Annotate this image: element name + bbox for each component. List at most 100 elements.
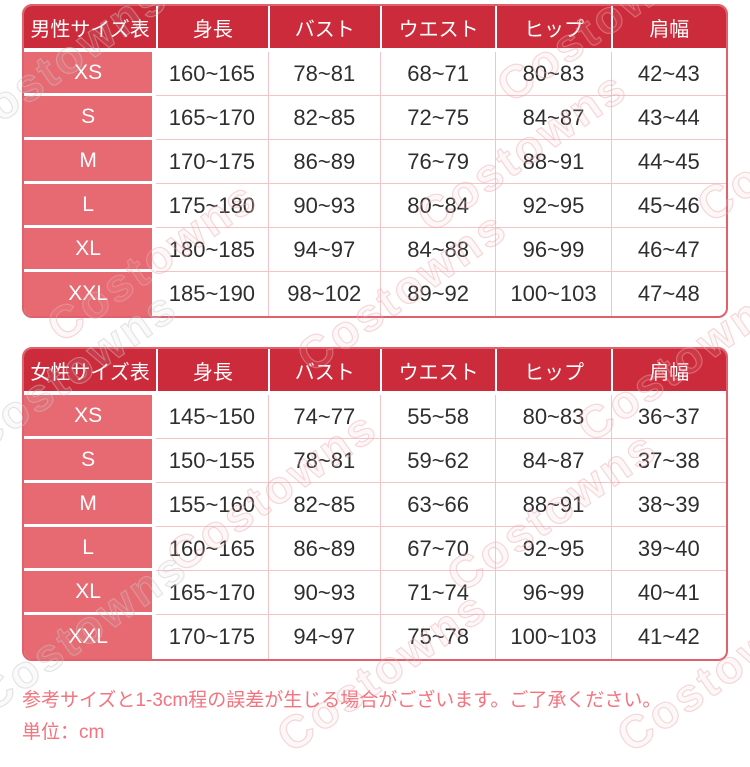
table-header-row: 女性サイズ表 身長 バスト ウエスト ヒップ 肩幅 — [24, 349, 726, 391]
value-cell: 89~92 — [379, 272, 495, 316]
value-cell: 63~66 — [379, 483, 496, 527]
womens-size-table: 女性サイズ表 身長 バスト ウエスト ヒップ 肩幅 XS 145~150 74~77 55~58 8… — [22, 347, 728, 661]
table-row: XL 180~185 94~97 84~88 96~99 46~47 — [24, 228, 726, 272]
value-cell: 68~71 — [379, 52, 496, 96]
value-cell: 100~103 — [495, 615, 610, 659]
size-label-cell: XL — [24, 571, 157, 615]
table-row: L 160~165 86~89 67~70 92~95 39~40 — [24, 527, 726, 571]
value-cell: 72~75 — [379, 96, 496, 140]
value-cell: 43~44 — [610, 96, 726, 140]
size-label-cell: XL — [24, 228, 157, 272]
value-cell: 96~99 — [495, 228, 611, 272]
column-header-cell: 肩幅 — [610, 6, 726, 48]
value-cell: 55~58 — [379, 395, 496, 439]
value-cell: 94~97 — [267, 228, 380, 272]
table-row: S 150~155 78~81 59~62 84~87 37~38 — [24, 439, 726, 483]
table-title-cell: 男性サイズ表 — [30, 18, 150, 41]
column-header-cell: ウエスト — [379, 6, 495, 48]
value-cell: 90~93 — [267, 184, 380, 228]
value-cell: 67~70 — [379, 527, 496, 571]
table-row: L 175~180 90~93 80~84 92~95 45~46 — [24, 184, 726, 228]
column-header-cell: 身長 — [156, 349, 267, 391]
value-cell: 150~155 — [156, 439, 268, 483]
value-cell: 71~74 — [379, 571, 496, 615]
value-cell: 96~99 — [495, 571, 611, 615]
value-cell: 36~37 — [610, 395, 726, 439]
size-label-cell: M — [24, 140, 157, 184]
value-cell: 98~102 — [267, 272, 380, 316]
value-cell: 80~83 — [495, 52, 611, 96]
value-cell: 88~91 — [495, 483, 611, 527]
value-cell: 94~97 — [267, 615, 380, 659]
value-cell: 78~81 — [267, 52, 380, 96]
value-cell: 84~88 — [379, 228, 496, 272]
size-label-cell: S — [24, 96, 157, 140]
value-cell: 39~40 — [610, 527, 726, 571]
table-row: XS 145~150 74~77 55~58 80~83 36~37 — [24, 395, 726, 439]
value-cell: 38~39 — [610, 483, 726, 527]
value-cell: 41~42 — [610, 615, 726, 659]
value-cell: 84~87 — [495, 96, 611, 140]
mens-size-table: 男性サイズ表 身長 バスト ウエスト ヒップ 肩幅 XS 160~165 78~81 68~71 8… — [22, 4, 728, 318]
size-label-cell: XS — [24, 52, 157, 96]
value-cell: 75~78 — [379, 615, 495, 659]
column-header-cell: ヒップ — [495, 6, 610, 48]
table-row: XXL 185~190 98~102 89~92 100~103 47~48 — [24, 272, 726, 316]
unit-note: 単位：cm — [22, 722, 105, 744]
value-cell: 160~165 — [156, 52, 268, 96]
table-body: XS 160~165 78~81 68~71 80~83 42~43 S 165~170 82~… — [24, 52, 726, 316]
value-cell: 40~41 — [610, 571, 726, 615]
value-cell: 78~81 — [267, 439, 380, 483]
value-cell: 185~190 — [168, 281, 256, 306]
size-label-cell: L — [24, 184, 157, 228]
value-cell: 86~89 — [267, 140, 380, 184]
size-label-cell: S — [24, 439, 157, 483]
column-header-cell: 身長 — [156, 6, 267, 48]
table-row: XS 160~165 78~81 68~71 80~83 42~43 — [24, 52, 726, 96]
value-cell: 175~180 — [156, 184, 268, 228]
value-cell: 90~93 — [267, 571, 380, 615]
table-row: XXL 170~175 94~97 75~78 100~103 41~42 — [24, 615, 726, 659]
table-row: M 155~160 82~85 63~66 88~91 38~39 — [24, 483, 726, 527]
size-disclaimer: 参考サイズと1-3cm程の誤差が生じる場合がございます。ご了承ください。 — [22, 690, 662, 711]
value-cell: 92~95 — [495, 527, 611, 571]
table-row: XL 165~170 90~93 71~74 96~99 40~41 — [24, 571, 726, 615]
value-cell: 170~175 — [168, 624, 256, 649]
size-label-cell: XS — [24, 395, 157, 439]
column-header-cell: 肩幅 — [610, 349, 726, 391]
value-cell: 76~79 — [379, 140, 496, 184]
value-cell: 45~46 — [610, 184, 726, 228]
size-label-cell: L — [24, 527, 157, 571]
value-cell: 180~185 — [156, 228, 268, 272]
value-cell: 86~89 — [267, 527, 380, 571]
value-cell: 47~48 — [610, 272, 726, 316]
value-cell: 59~62 — [379, 439, 496, 483]
value-cell: 74~77 — [267, 395, 380, 439]
value-cell: 37~38 — [610, 439, 726, 483]
column-header-cell: ヒップ — [495, 349, 610, 391]
value-cell: 82~85 — [267, 483, 380, 527]
column-header-cell: ウエスト — [379, 349, 495, 391]
value-cell: 82~85 — [267, 96, 380, 140]
value-cell: 92~95 — [495, 184, 611, 228]
value-cell: 84~87 — [495, 439, 611, 483]
value-cell: 88~91 — [495, 140, 611, 184]
value-cell: 160~165 — [156, 527, 268, 571]
value-cell: 44~45 — [610, 140, 726, 184]
value-cell: 170~175 — [156, 140, 268, 184]
value-cell: 165~170 — [156, 96, 268, 140]
table-body: XS 145~150 74~77 55~58 80~83 36~37 S 150~155 78~… — [24, 395, 726, 659]
column-header-cell: バスト — [267, 349, 380, 391]
table-row: S 165~170 82~85 72~75 84~87 43~44 — [24, 96, 726, 140]
table-header-row: 男性サイズ表 身長 バスト ウエスト ヒップ 肩幅 — [24, 6, 726, 48]
size-label-cell: XXL — [24, 272, 157, 316]
size-label-cell: XXL — [24, 615, 157, 659]
value-cell: 80~84 — [379, 184, 496, 228]
table-row: M 170~175 86~89 76~79 88~91 44~45 — [24, 140, 726, 184]
value-cell: 155~160 — [156, 483, 268, 527]
size-chart-page: 男性サイズ表 身長 バスト ウエスト ヒップ 肩幅 XS 160~165 78~81 68~71 8… — [0, 4, 750, 767]
size-label-cell: M — [24, 483, 157, 527]
table-title-cell: 女性サイズ表 — [30, 361, 150, 384]
value-cell: 46~47 — [610, 228, 726, 272]
value-cell: 100~103 — [495, 272, 610, 316]
